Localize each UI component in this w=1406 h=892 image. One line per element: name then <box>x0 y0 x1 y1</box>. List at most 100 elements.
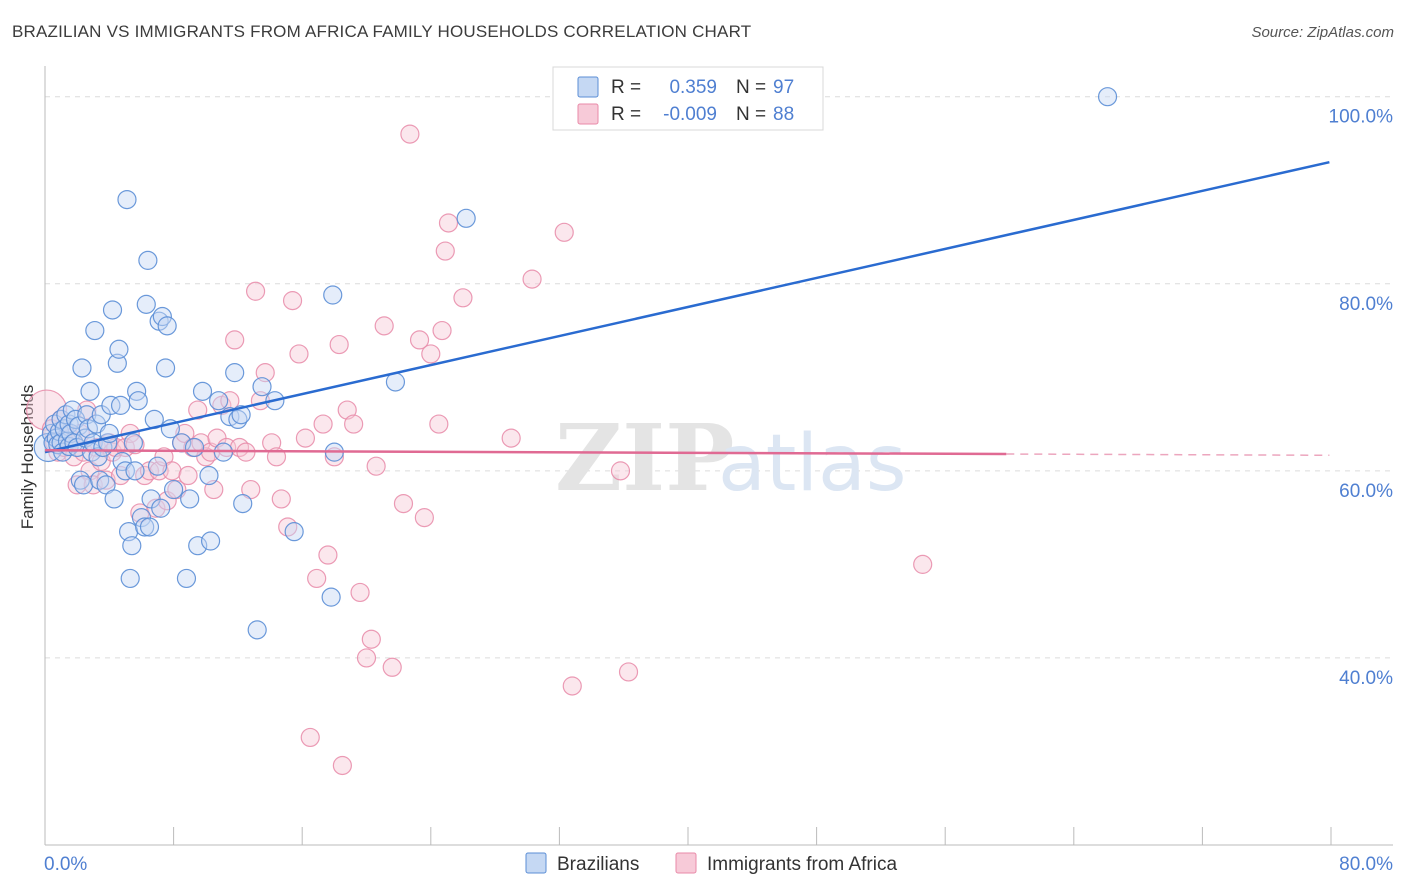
legend-top: R = 0.359 N = 97 R = -0.009 N = 88 <box>552 66 824 131</box>
legend-r-value-1: 0.359 <box>669 77 717 98</box>
data-point-brazilians <box>151 498 171 518</box>
y-tick-label-40: 40.0% <box>1339 668 1393 689</box>
data-point-immigrants <box>225 330 245 350</box>
data-point-brazilians <box>209 391 229 411</box>
data-point-immigrants <box>332 755 352 776</box>
data-point-brazilians <box>1097 87 1118 107</box>
data-point-immigrants <box>421 344 441 364</box>
data-point-brazilians <box>128 391 148 411</box>
data-point-brazilians <box>135 517 155 537</box>
legend-bottom: Brazilians Immigrants from Africa <box>525 852 897 875</box>
data-point-immigrants <box>562 676 582 696</box>
trend-line-immigrants-extension <box>1006 453 1330 457</box>
data-point-brazilians <box>102 300 123 320</box>
data-point-immigrants <box>522 269 542 289</box>
data-point-immigrants <box>96 470 116 490</box>
y-tick-label-80: 80.0% <box>1339 294 1393 315</box>
data-point-brazilians <box>120 568 140 589</box>
data-point-immigrants <box>610 461 631 481</box>
data-point-brazilians <box>86 414 107 434</box>
data-point-immigrants <box>188 400 208 420</box>
data-point-brazilians <box>147 456 168 476</box>
data-point-brazilians <box>152 306 172 327</box>
data-point-immigrants <box>26 389 68 431</box>
source-label: Source: ZipAtlas.com <box>1251 24 1394 41</box>
trend-line-immigrants <box>44 449 1007 456</box>
data-point-immigrants <box>271 489 291 509</box>
data-point-immigrants <box>329 334 349 355</box>
data-point-brazilians <box>72 358 92 378</box>
watermark-zip: ZIP <box>555 404 734 512</box>
data-point-brazilians <box>109 339 129 359</box>
data-point-brazilians <box>115 461 135 481</box>
trend-line-brazilians <box>44 160 1330 454</box>
data-point-brazilians <box>138 250 158 270</box>
data-point-immigrants <box>501 428 521 448</box>
data-point-immigrants <box>393 493 414 514</box>
legend-n-label-1: N = <box>736 77 766 98</box>
data-point-immigrants <box>146 498 166 518</box>
legend-swatch-brazilians <box>577 76 599 98</box>
axes <box>44 66 1393 846</box>
legend-bottom-swatch-immigrants <box>675 852 697 874</box>
x-tick-labels: 0.0% 80.0% <box>44 854 1393 875</box>
data-point-brazilians <box>104 489 124 509</box>
trend-lines <box>44 160 1330 457</box>
data-point-brazilians <box>73 475 94 495</box>
data-point-brazilians <box>184 437 205 458</box>
y-tick-label-60: 60.0% <box>1339 481 1393 502</box>
data-point-brazilians <box>85 320 105 341</box>
data-point-immigrants <box>255 363 275 383</box>
data-point-brazilians <box>321 587 341 607</box>
data-point-immigrants <box>438 213 459 233</box>
data-point-immigrants <box>344 414 364 434</box>
data-point-immigrants <box>374 316 394 336</box>
data-point-immigrants <box>435 241 455 261</box>
data-point-brazilians <box>225 363 245 383</box>
data-point-immigrants <box>300 727 320 748</box>
watermark-atlas: atlas <box>718 419 907 509</box>
data-point-brazilians <box>110 395 131 415</box>
data-point-brazilians <box>101 395 121 415</box>
data-point-brazilians <box>123 433 144 453</box>
data-point-immigrants <box>307 568 327 589</box>
data-point-brazilians <box>176 568 197 589</box>
legend-n-label-2: N = <box>736 104 766 125</box>
data-point-immigrants <box>77 400 97 420</box>
legend-bottom-label-immigrants: Immigrants from Africa <box>707 854 897 875</box>
data-point-brazilians <box>192 381 213 401</box>
data-point-brazilians <box>155 358 176 378</box>
data-point-brazilians <box>117 189 137 210</box>
data-point-immigrants <box>409 330 430 350</box>
data-point-immigrants <box>318 545 338 565</box>
data-point-brazilians <box>88 447 108 467</box>
watermark: ZIP atlas <box>555 404 907 512</box>
chart-title: BRAZILIAN VS IMMIGRANTS FROM AFRICA FAMI… <box>12 22 752 41</box>
data-point-immigrants <box>453 288 473 308</box>
data-point-immigrants <box>554 222 574 242</box>
legend-swatch-immigrants <box>577 103 599 125</box>
data-point-brazilians <box>247 620 267 640</box>
data-point-brazilians <box>125 461 145 481</box>
y-tick-labels: 40.0% 60.0% 80.0% 100.0% <box>1329 107 1394 689</box>
x-tick-label-max: 80.0% <box>1339 854 1393 875</box>
data-point-brazilians <box>231 405 251 425</box>
data-point-brazilians <box>188 536 208 556</box>
y-tick-label-100: 100.0% <box>1329 107 1394 128</box>
data-point-brazilians <box>284 522 304 542</box>
data-point-immigrants <box>400 124 420 144</box>
x-tick-label-min: 0.0% <box>44 854 87 875</box>
data-point-immigrants <box>313 414 333 434</box>
legend-bottom-label-brazilians: Brazilians <box>557 854 639 875</box>
legend-r-label-1: R = <box>611 77 641 98</box>
data-point-immigrants <box>414 508 434 528</box>
data-point-immigrants <box>366 456 386 476</box>
data-point-immigrants <box>178 465 198 486</box>
data-point-brazilians <box>157 316 177 336</box>
data-point-brazilians <box>233 493 253 514</box>
data-point-brazilians <box>164 479 184 500</box>
data-point-brazilians <box>80 381 100 401</box>
data-point-brazilians <box>136 294 156 314</box>
data-point-brazilians <box>323 285 343 305</box>
